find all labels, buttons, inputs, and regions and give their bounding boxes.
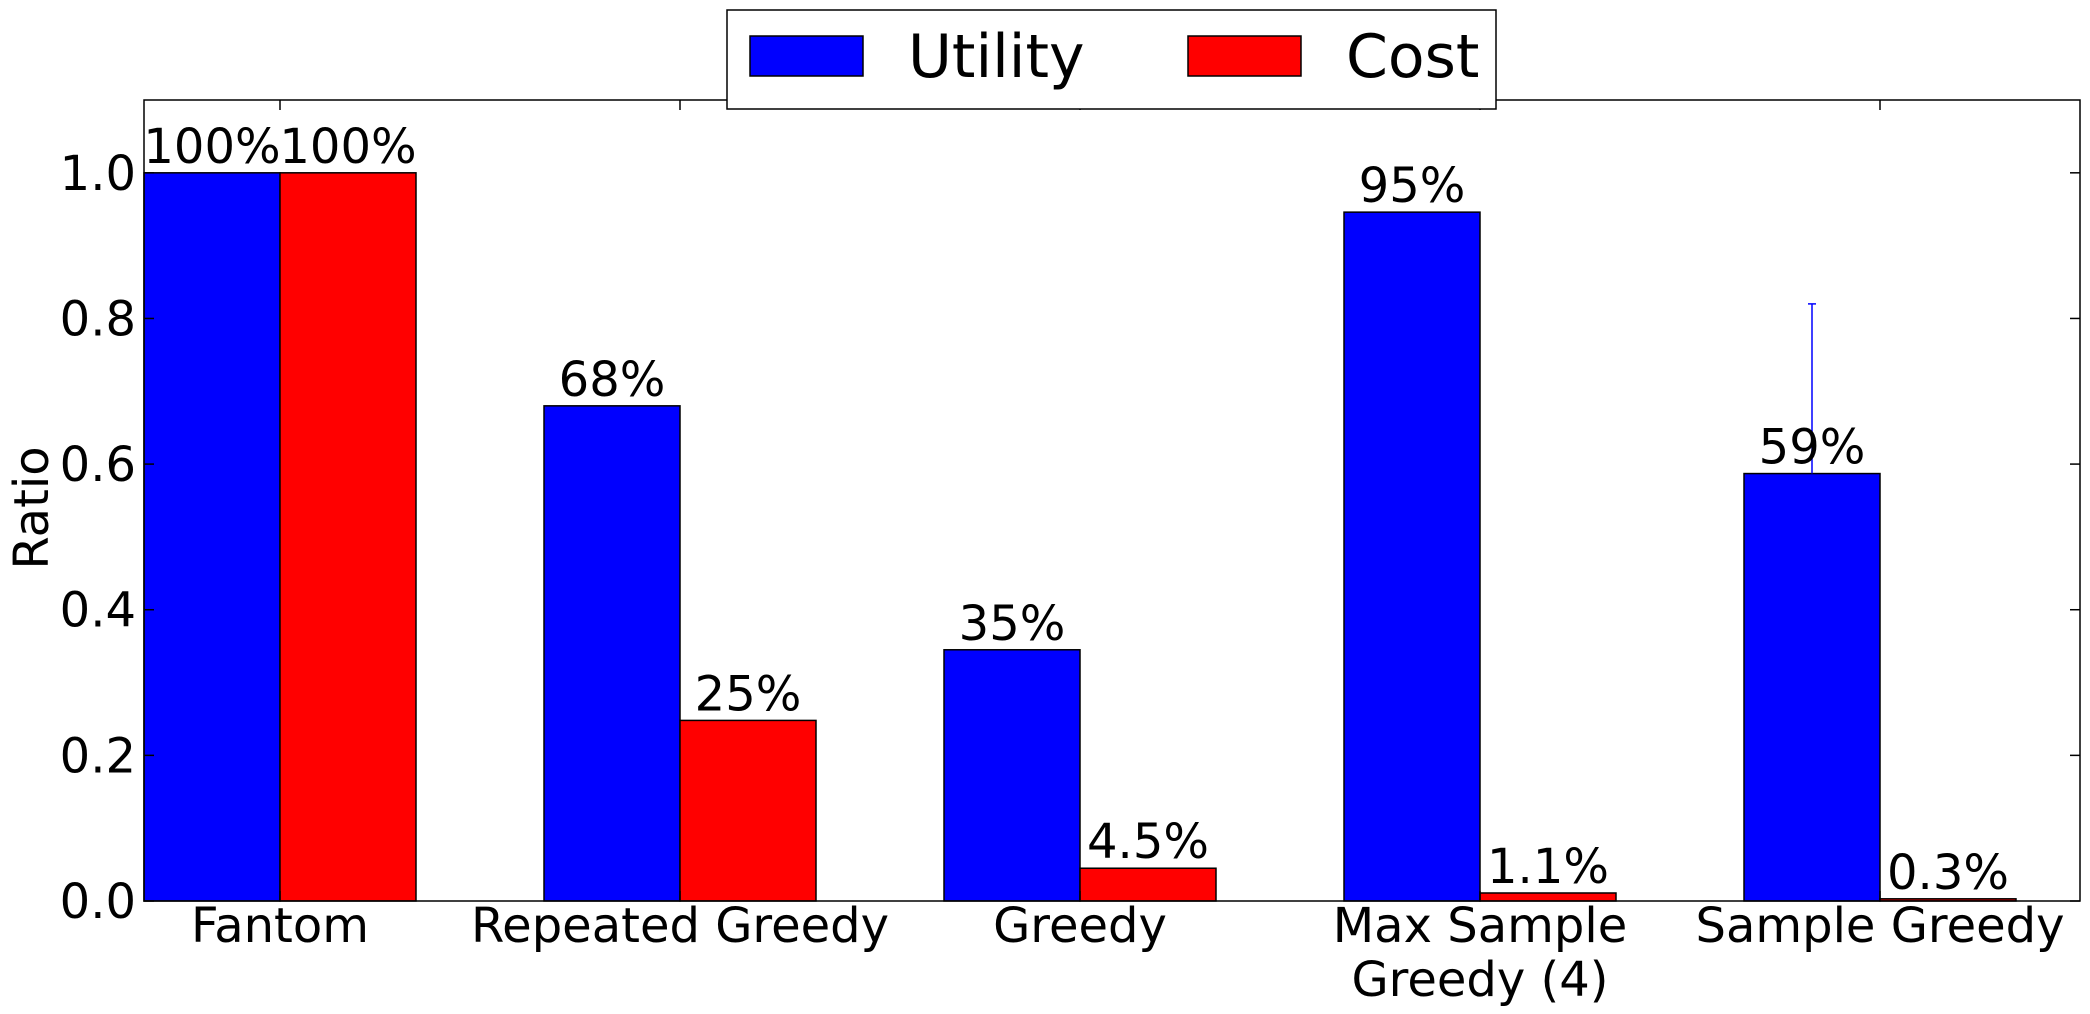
bar-value-label: 0.3% <box>1887 845 2009 901</box>
bar-value-label: 100% <box>143 119 280 175</box>
bar-cost-2 <box>1079 867 1217 902</box>
bar-value-label: 35% <box>959 596 1066 652</box>
bar-cost-0 <box>279 172 417 902</box>
bar-value-label: 25% <box>695 666 802 722</box>
bar-utility-2 <box>943 649 1081 902</box>
bar-value-label: 1.1% <box>1487 839 1609 895</box>
bar-labels-group: 100% 68% 35% 95% 59% 100% 25% 4.5% 1.1% 0.3% <box>143 119 2009 901</box>
y-tick-label: 1.0 <box>60 146 136 202</box>
y-tick-label: 0.2 <box>60 728 136 784</box>
bar-utility-3 <box>1343 211 1481 902</box>
bar-utility-4 <box>1743 472 1881 902</box>
y-tick-label: 0.8 <box>60 291 136 347</box>
bar-utility-1 <box>543 405 681 902</box>
error-bars-group <box>1808 303 1816 474</box>
category-labels-group: Fantom Repeated Greedy Greedy Max SampleGre… <box>191 898 2065 1008</box>
bar-value-label: 95% <box>1359 158 1466 214</box>
bar-value-label: 100% <box>279 119 416 175</box>
bars-group <box>143 172 2017 902</box>
y-tick-label: 0.4 <box>60 583 136 639</box>
bar-utility-0 <box>143 172 281 902</box>
x-category-label: Greedy (4) <box>1351 952 1608 1008</box>
legend: Utility Cost <box>726 9 1497 110</box>
bar-value-label: 68% <box>559 352 666 408</box>
y-tick-labels-group: 0.0 0.2 0.4 0.6 0.8 1.0 <box>60 146 136 930</box>
x-category-label: Fantom <box>191 898 369 954</box>
bar-value-label: 4.5% <box>1087 814 1209 870</box>
x-category-label: Greedy <box>993 898 1167 954</box>
x-category-label: Max Sample <box>1333 898 1627 954</box>
y-tick-label: 0.6 <box>60 437 136 493</box>
legend-swatch-cost <box>1187 35 1302 77</box>
y-axis-title: Ratio <box>4 446 60 569</box>
x-category-label: Repeated Greedy <box>471 898 889 954</box>
legend-label-utility: Utility <box>908 22 1084 92</box>
bar-value-label: 59% <box>1759 420 1866 476</box>
legend-swatch-utility <box>749 35 864 77</box>
y-tick-label: 0.0 <box>60 874 136 930</box>
legend-label-cost: Cost <box>1346 22 1479 92</box>
bar-cost-1 <box>679 719 817 902</box>
x-category-label: Sample Greedy <box>1695 898 2064 954</box>
